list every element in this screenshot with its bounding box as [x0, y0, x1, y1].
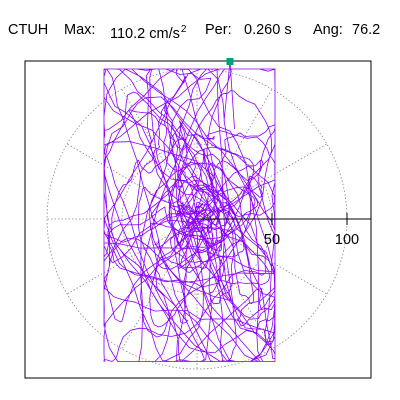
max-unit-exponent: 2: [180, 24, 187, 35]
grid-spoke-150: [66, 143, 185, 212]
grid-spoke-60: [204, 88, 273, 207]
max-number: 110.2: [110, 26, 146, 42]
max-unit: cm/s: [149, 26, 180, 42]
period-value: 0.260 s: [244, 22, 292, 38]
station-code: CTUH: [8, 22, 49, 38]
angle-label: Ang:: [313, 22, 343, 38]
motion-trace: [103, 61, 276, 362]
trace-path: [103, 61, 276, 362]
angle-value: 76.2: [352, 22, 381, 38]
max-label: Max:: [64, 22, 96, 38]
max-value: 110.2 cm/s2: [110, 18, 186, 46]
chart-title: CTUH Max: 110.2 cm/s2 Per: 0.260 s Ang: …: [0, 18, 400, 42]
peak-marker: [226, 58, 234, 65]
tick-label-50: 50: [264, 232, 280, 248]
radial-axis: 50 100: [197, 213, 371, 248]
grid-spoke-210: [66, 226, 185, 295]
tick-label-100: 100: [335, 232, 359, 248]
period-label: Per:: [205, 22, 232, 38]
peak-markers: [226, 58, 234, 65]
